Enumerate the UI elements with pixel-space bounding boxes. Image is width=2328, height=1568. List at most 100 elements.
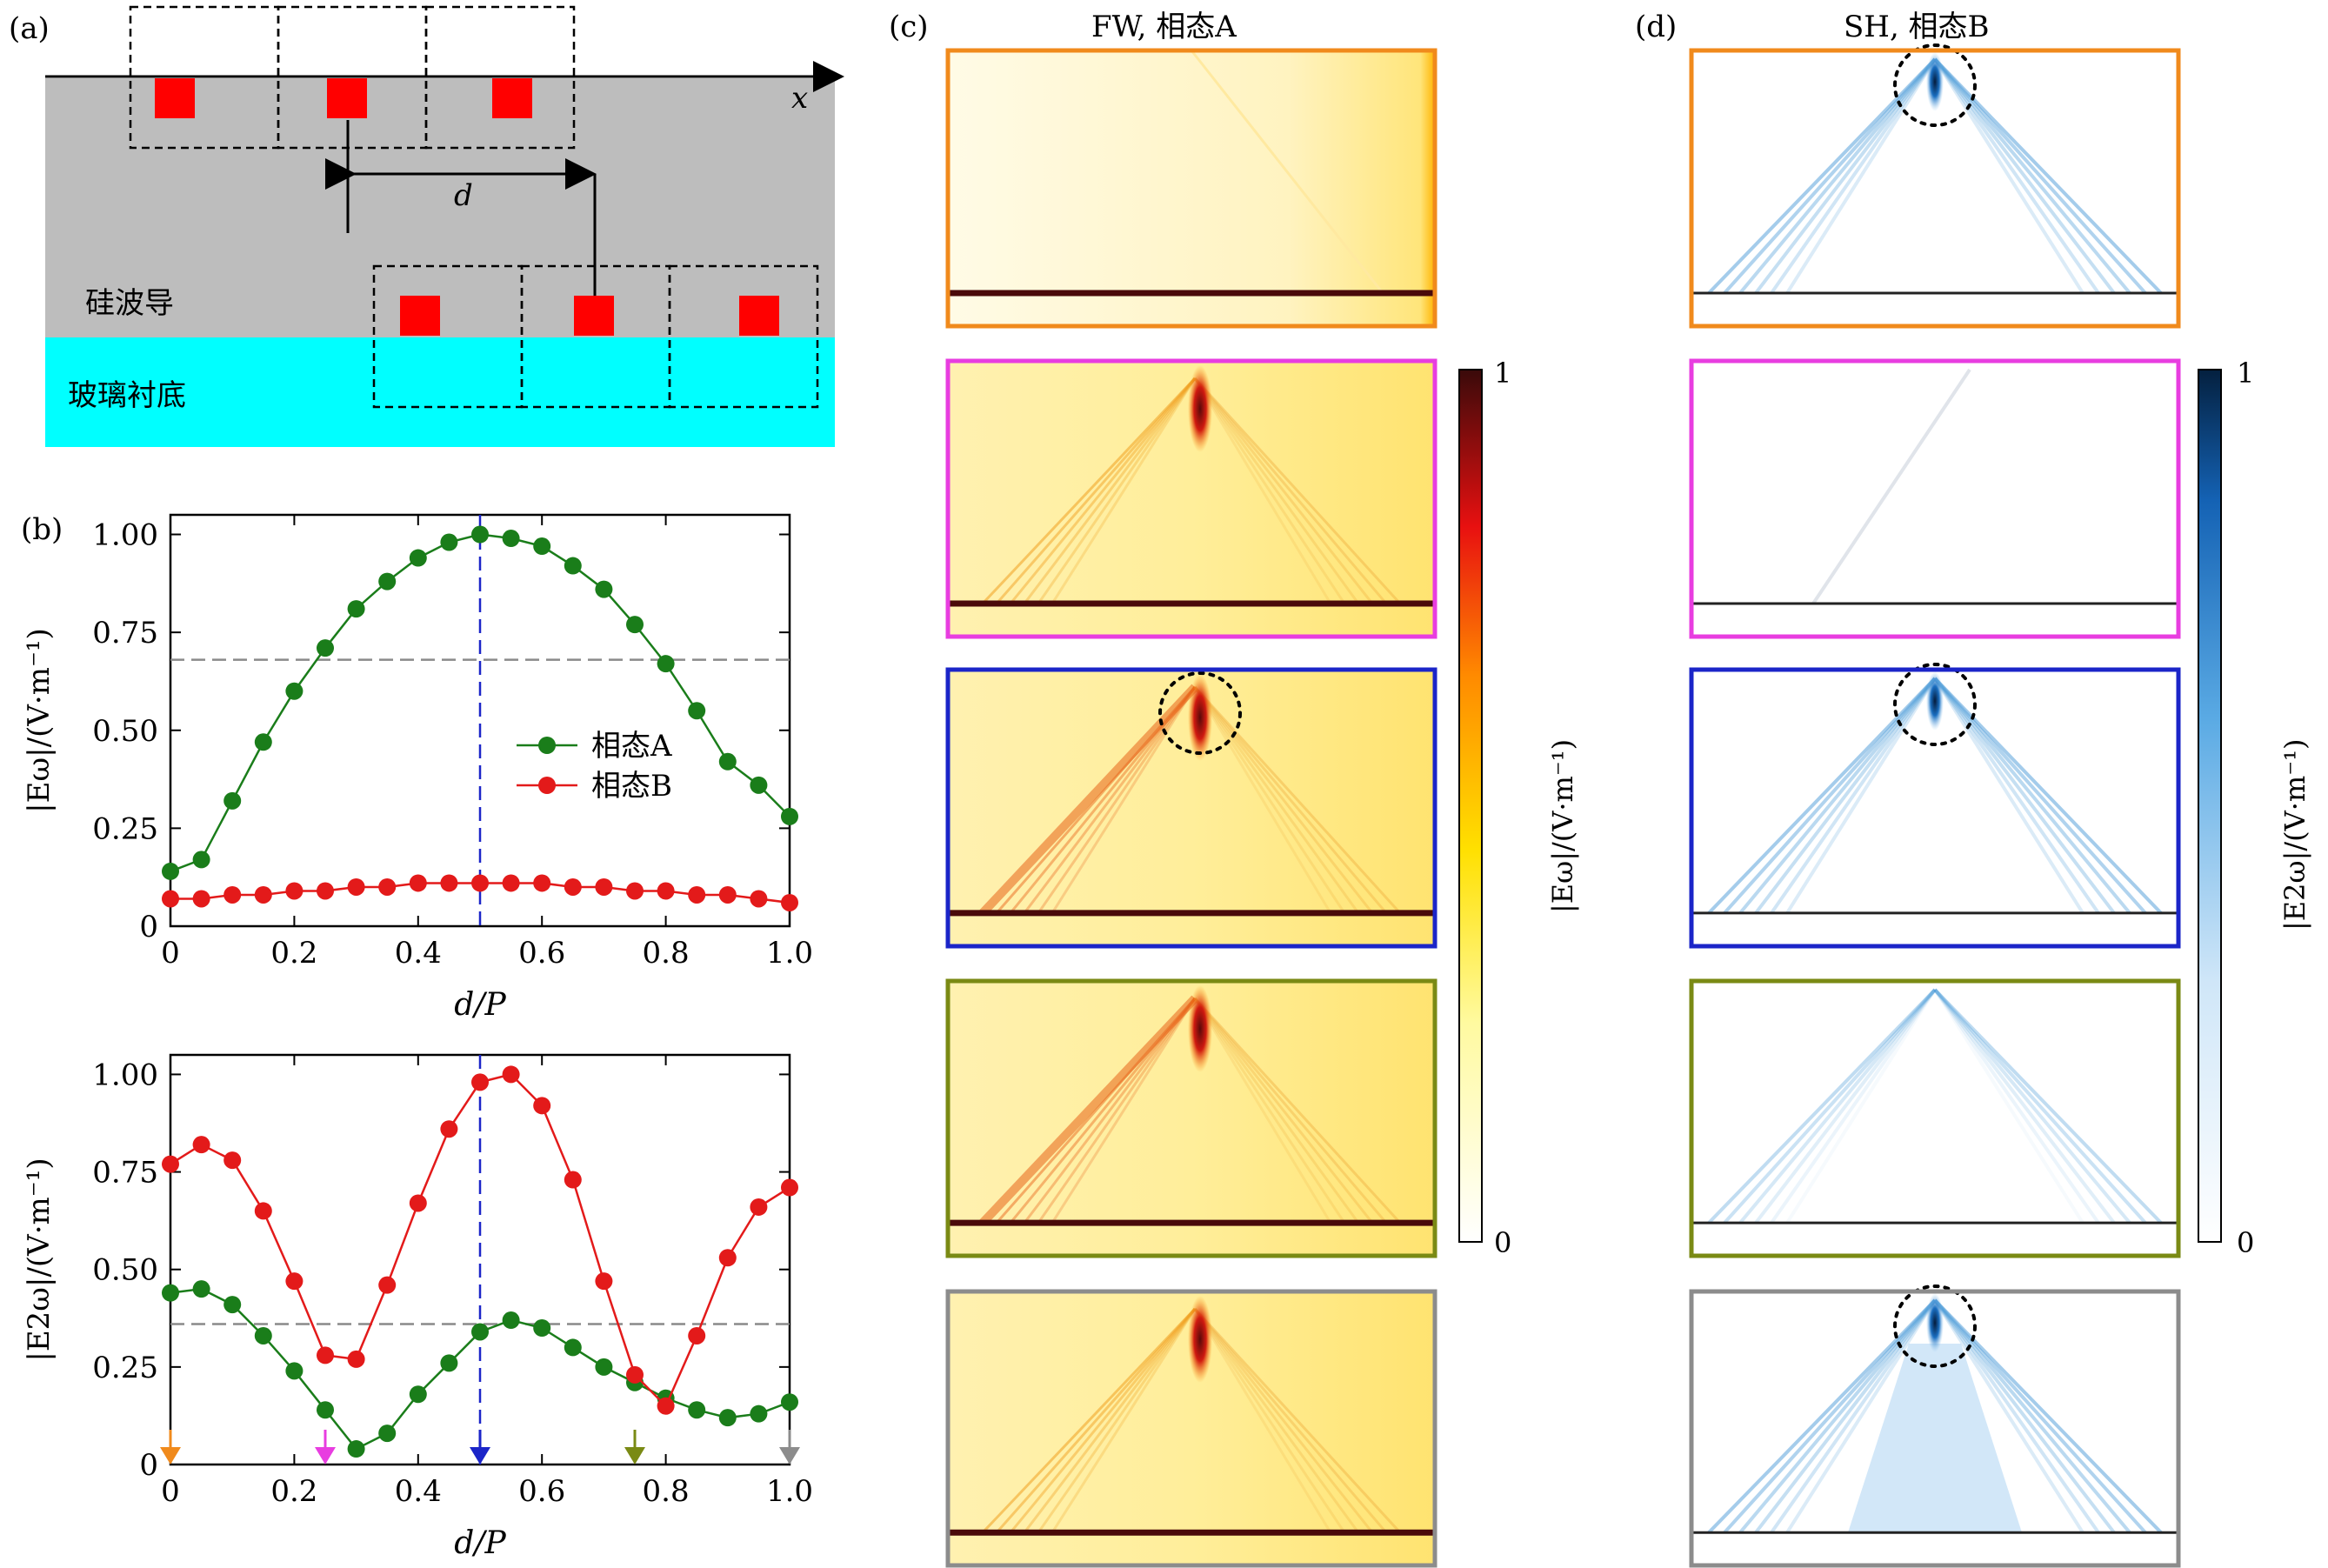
sh-beam xyxy=(1754,1298,1937,1534)
map-frame xyxy=(1689,667,2181,949)
fw-beam xyxy=(1037,998,1197,1224)
data-point xyxy=(409,1385,427,1404)
fw-beam xyxy=(1193,1308,1346,1534)
y-tick-label: 0.50 xyxy=(92,714,158,749)
fw-colorbar-bottom: 0 xyxy=(1494,1226,1511,1259)
field-fw-chart: 0 0.2 0.4 0.6 0.8 1.000.250.500.751.00d/P|Eω|… xyxy=(22,513,813,1023)
sh-beam xyxy=(1933,677,2116,915)
waveguide-label: 硅波导 xyxy=(85,286,174,321)
sh-beam xyxy=(1933,57,2147,295)
data-point xyxy=(285,1272,304,1291)
fw-map xyxy=(945,667,1437,949)
data-point xyxy=(626,882,644,900)
sh-beam xyxy=(1933,988,2163,1224)
fw-beam xyxy=(981,1307,1197,1534)
data-point xyxy=(440,1354,458,1372)
fw-beam xyxy=(1051,998,1197,1224)
data-point xyxy=(564,877,582,896)
panel-c-title: FW, 相态A xyxy=(1091,10,1237,44)
sh-beam xyxy=(1723,677,1937,915)
sh-beam xyxy=(1933,1298,2100,1534)
map-frame xyxy=(945,48,1437,329)
substrate-label: 玻璃衬底 xyxy=(68,378,186,413)
sh-colorbar xyxy=(2198,369,2222,1243)
sh-map xyxy=(1689,663,2181,949)
sh-beam xyxy=(1933,1298,2131,1534)
sh-beam xyxy=(1933,1298,2085,1534)
sh-beam xyxy=(1723,57,1937,295)
data-point xyxy=(471,1323,489,1341)
fw-hotspot xyxy=(1188,1296,1212,1383)
x-tick-label: 1.0 xyxy=(766,1474,813,1509)
y-tick-label: 1.00 xyxy=(92,518,158,553)
fw-map-background xyxy=(948,50,1435,326)
fw-beam xyxy=(1023,377,1197,604)
plot-frame xyxy=(169,513,791,928)
fw-hotspot xyxy=(1188,674,1212,761)
y-tick-label: 0 xyxy=(139,1448,158,1483)
data-point xyxy=(564,1338,582,1357)
sh-beam xyxy=(1933,988,2116,1224)
data-point xyxy=(595,580,613,598)
sh-map xyxy=(1689,1284,2181,1568)
data-point xyxy=(409,1194,427,1212)
data-point xyxy=(317,1346,334,1364)
sh-beam xyxy=(1933,677,2131,915)
data-point xyxy=(657,1397,675,1415)
position-marker xyxy=(315,1447,336,1465)
data-point xyxy=(657,655,675,673)
fw-beam xyxy=(1009,377,1197,604)
fw-beam xyxy=(1051,1308,1197,1534)
data-point xyxy=(317,882,334,900)
data-point xyxy=(502,874,520,892)
fw-beam xyxy=(1193,1308,1374,1534)
data-point xyxy=(285,682,304,700)
fw-map xyxy=(945,978,1437,1258)
data-point xyxy=(409,549,427,567)
fw-beam xyxy=(1193,377,1346,604)
sh-beam xyxy=(1738,1298,1937,1534)
data-point xyxy=(347,1350,365,1368)
sh-beam xyxy=(1754,677,1937,915)
fw-beam xyxy=(981,377,1197,604)
y-tick-label: 0.25 xyxy=(92,1351,158,1385)
data-point xyxy=(378,877,397,896)
data-point xyxy=(595,877,613,896)
data-point xyxy=(750,890,768,908)
sh-colorbar-label: |E2ω|/(V·m⁻¹) xyxy=(2278,739,2311,931)
data-point xyxy=(781,893,798,911)
fw-beam xyxy=(995,1308,1197,1534)
x-tick-label: 1.0 xyxy=(766,936,813,971)
data-point xyxy=(564,1171,582,1189)
data-point xyxy=(378,1276,397,1294)
sh-map-stack xyxy=(1689,43,2181,1568)
sh-colorbar-bottom: 0 xyxy=(2237,1226,2254,1259)
data-point xyxy=(657,882,675,900)
fw-beam xyxy=(979,684,1198,917)
y-tick-label: 0.75 xyxy=(92,1156,158,1191)
sh-hotspot xyxy=(1926,671,1944,731)
fw-beam xyxy=(1023,1308,1197,1534)
data-point xyxy=(254,885,272,904)
data-point xyxy=(409,874,427,892)
y-tick-label: 0.50 xyxy=(92,1253,158,1288)
fw-colorbar-label: |Eω|/(V·m⁻¹) xyxy=(1546,739,1579,913)
data-point xyxy=(471,525,489,544)
panel-c-label: (c) xyxy=(889,10,929,44)
data-point xyxy=(750,1405,768,1423)
fw-beam xyxy=(1051,686,1197,914)
fw-beam xyxy=(1009,686,1197,914)
y-axis-label: |Eω|/(V·m⁻¹) xyxy=(22,628,57,813)
x-tick-label: 0 xyxy=(161,936,180,971)
legend-marker xyxy=(538,737,556,754)
data-point xyxy=(162,862,179,880)
sh-beam xyxy=(1933,988,2147,1224)
data-point xyxy=(347,1440,365,1458)
fw-beam xyxy=(1190,50,1384,294)
data-point xyxy=(502,1065,520,1084)
fw-beam xyxy=(1193,1308,1360,1534)
data-point xyxy=(781,1393,798,1411)
sh-map xyxy=(1689,358,2181,639)
data-point xyxy=(533,874,551,892)
